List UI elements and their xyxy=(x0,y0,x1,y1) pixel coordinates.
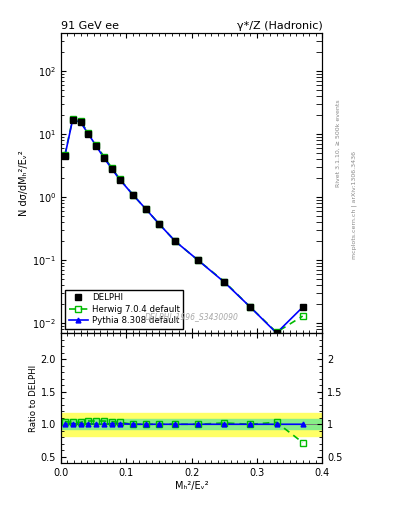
Text: DELPHI_1996_S3430090: DELPHI_1996_S3430090 xyxy=(145,312,239,321)
Legend: DELPHI, Herwig 7.0.4 default, Pythia 8.308 default: DELPHI, Herwig 7.0.4 default, Pythia 8.3… xyxy=(65,290,184,329)
Text: mcplots.cern.ch | arXiv:1306.3436: mcplots.cern.ch | arXiv:1306.3436 xyxy=(352,151,357,259)
Text: Rivet 3.1.10, ≥ 500k events: Rivet 3.1.10, ≥ 500k events xyxy=(336,99,341,187)
Y-axis label: N dσ/dMₕ²/Eᵥ²: N dσ/dMₕ²/Eᵥ² xyxy=(19,151,29,216)
Y-axis label: Ratio to DELPHI: Ratio to DELPHI xyxy=(29,365,38,432)
Text: 91 GeV ee: 91 GeV ee xyxy=(61,21,119,31)
Text: γ*/Z (Hadronic): γ*/Z (Hadronic) xyxy=(237,21,322,31)
X-axis label: Mₕ²/Eᵥ²: Mₕ²/Eᵥ² xyxy=(175,481,208,491)
